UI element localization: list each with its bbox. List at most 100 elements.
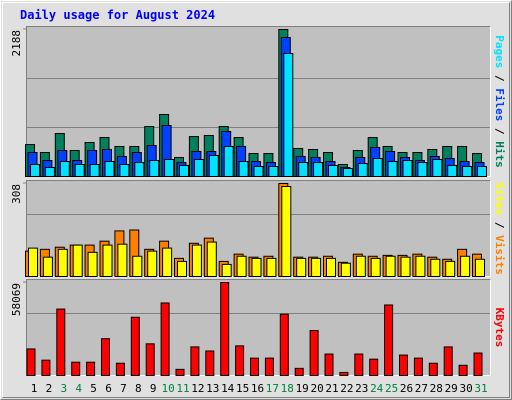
y-tick-label: 2188	[10, 30, 23, 57]
legend: Pages / Files / Hits	[493, 35, 506, 168]
panel-bevel	[26, 180, 491, 277]
bar	[162, 247, 173, 277]
bar	[89, 163, 100, 178]
x-tick-label: 25	[385, 382, 398, 395]
bar	[298, 162, 309, 177]
bar	[205, 350, 215, 377]
legend-entry: Sites	[493, 182, 506, 215]
legend-separator: /	[493, 68, 506, 88]
x-tick-label: 7	[120, 382, 127, 395]
bar	[369, 358, 379, 377]
legend-entry: Visits	[493, 235, 506, 275]
x-tick-label: 13	[206, 382, 219, 395]
bar	[339, 371, 349, 377]
bar	[193, 159, 204, 178]
bar	[458, 364, 468, 376]
x-tick-label: 23	[355, 382, 368, 395]
bar	[473, 352, 483, 376]
x-tick-label: 1	[31, 382, 38, 395]
bar	[313, 162, 324, 177]
bar	[117, 243, 128, 277]
legend-separator: /	[493, 121, 506, 141]
bar	[296, 257, 307, 277]
bar	[42, 256, 53, 277]
bar	[87, 251, 98, 278]
bar	[190, 346, 200, 376]
legend: Sites / Visits	[493, 182, 506, 275]
bar	[264, 357, 274, 377]
bar	[385, 255, 396, 277]
bar	[86, 361, 96, 376]
bar	[44, 166, 55, 177]
x-tick-label: 8	[135, 382, 142, 395]
bar	[206, 241, 217, 278]
legend: KBytes	[493, 308, 506, 348]
bar	[354, 353, 364, 377]
x-tick-label: 29	[445, 382, 458, 395]
x-tick-label: 6	[105, 382, 112, 395]
y-tick-label: 58069	[10, 283, 23, 316]
bar	[101, 338, 110, 376]
x-tick-label: 11	[176, 382, 189, 395]
bar	[236, 255, 247, 277]
legend-separator: /	[493, 215, 506, 235]
bar	[41, 359, 51, 377]
x-tick-label: 28	[430, 382, 443, 395]
bar	[475, 258, 485, 278]
x-tick-label: 17	[266, 382, 279, 395]
bar	[145, 343, 155, 376]
bar	[238, 161, 249, 177]
x-tick-label: 21	[325, 382, 338, 395]
x-tick-label: 31	[474, 382, 487, 395]
x-tick-label: 12	[191, 382, 204, 395]
legend-entry: KBytes	[493, 308, 506, 348]
bar	[417, 162, 428, 177]
bar	[177, 260, 187, 277]
bar	[134, 162, 145, 177]
bar	[447, 164, 458, 178]
bar	[415, 255, 426, 277]
bar	[251, 257, 262, 277]
x-tick-label: 19	[296, 382, 309, 395]
bar	[102, 244, 113, 277]
bar	[443, 346, 453, 376]
bar	[59, 161, 70, 177]
bar	[57, 248, 68, 278]
bar	[432, 159, 443, 178]
bar	[26, 348, 36, 377]
bar	[294, 367, 304, 377]
x-tick-label: 18	[281, 382, 294, 395]
bar	[281, 186, 292, 278]
panel-bevel	[26, 279, 491, 376]
bar	[235, 345, 245, 376]
bar	[149, 160, 160, 178]
bar	[342, 168, 353, 177]
bar	[400, 256, 411, 277]
bar	[340, 262, 351, 278]
bar	[250, 357, 259, 377]
bar	[71, 361, 81, 376]
bar	[72, 244, 83, 277]
bar	[253, 165, 264, 177]
x-tick-label: 24	[370, 382, 384, 395]
bar	[30, 163, 40, 178]
bar	[164, 159, 175, 178]
bar	[355, 255, 366, 277]
bar	[223, 145, 234, 177]
bar	[445, 260, 456, 277]
bar	[279, 313, 289, 377]
bar	[56, 308, 66, 376]
bar	[119, 163, 130, 178]
x-tick-label: 9	[150, 382, 157, 395]
bar	[115, 362, 125, 377]
x-tick-label: 27	[415, 382, 428, 395]
bar	[191, 244, 202, 277]
bar	[175, 368, 185, 377]
x-tick-label: 26	[400, 382, 413, 395]
bar	[370, 257, 381, 277]
y-tick-label: 308	[10, 184, 23, 204]
